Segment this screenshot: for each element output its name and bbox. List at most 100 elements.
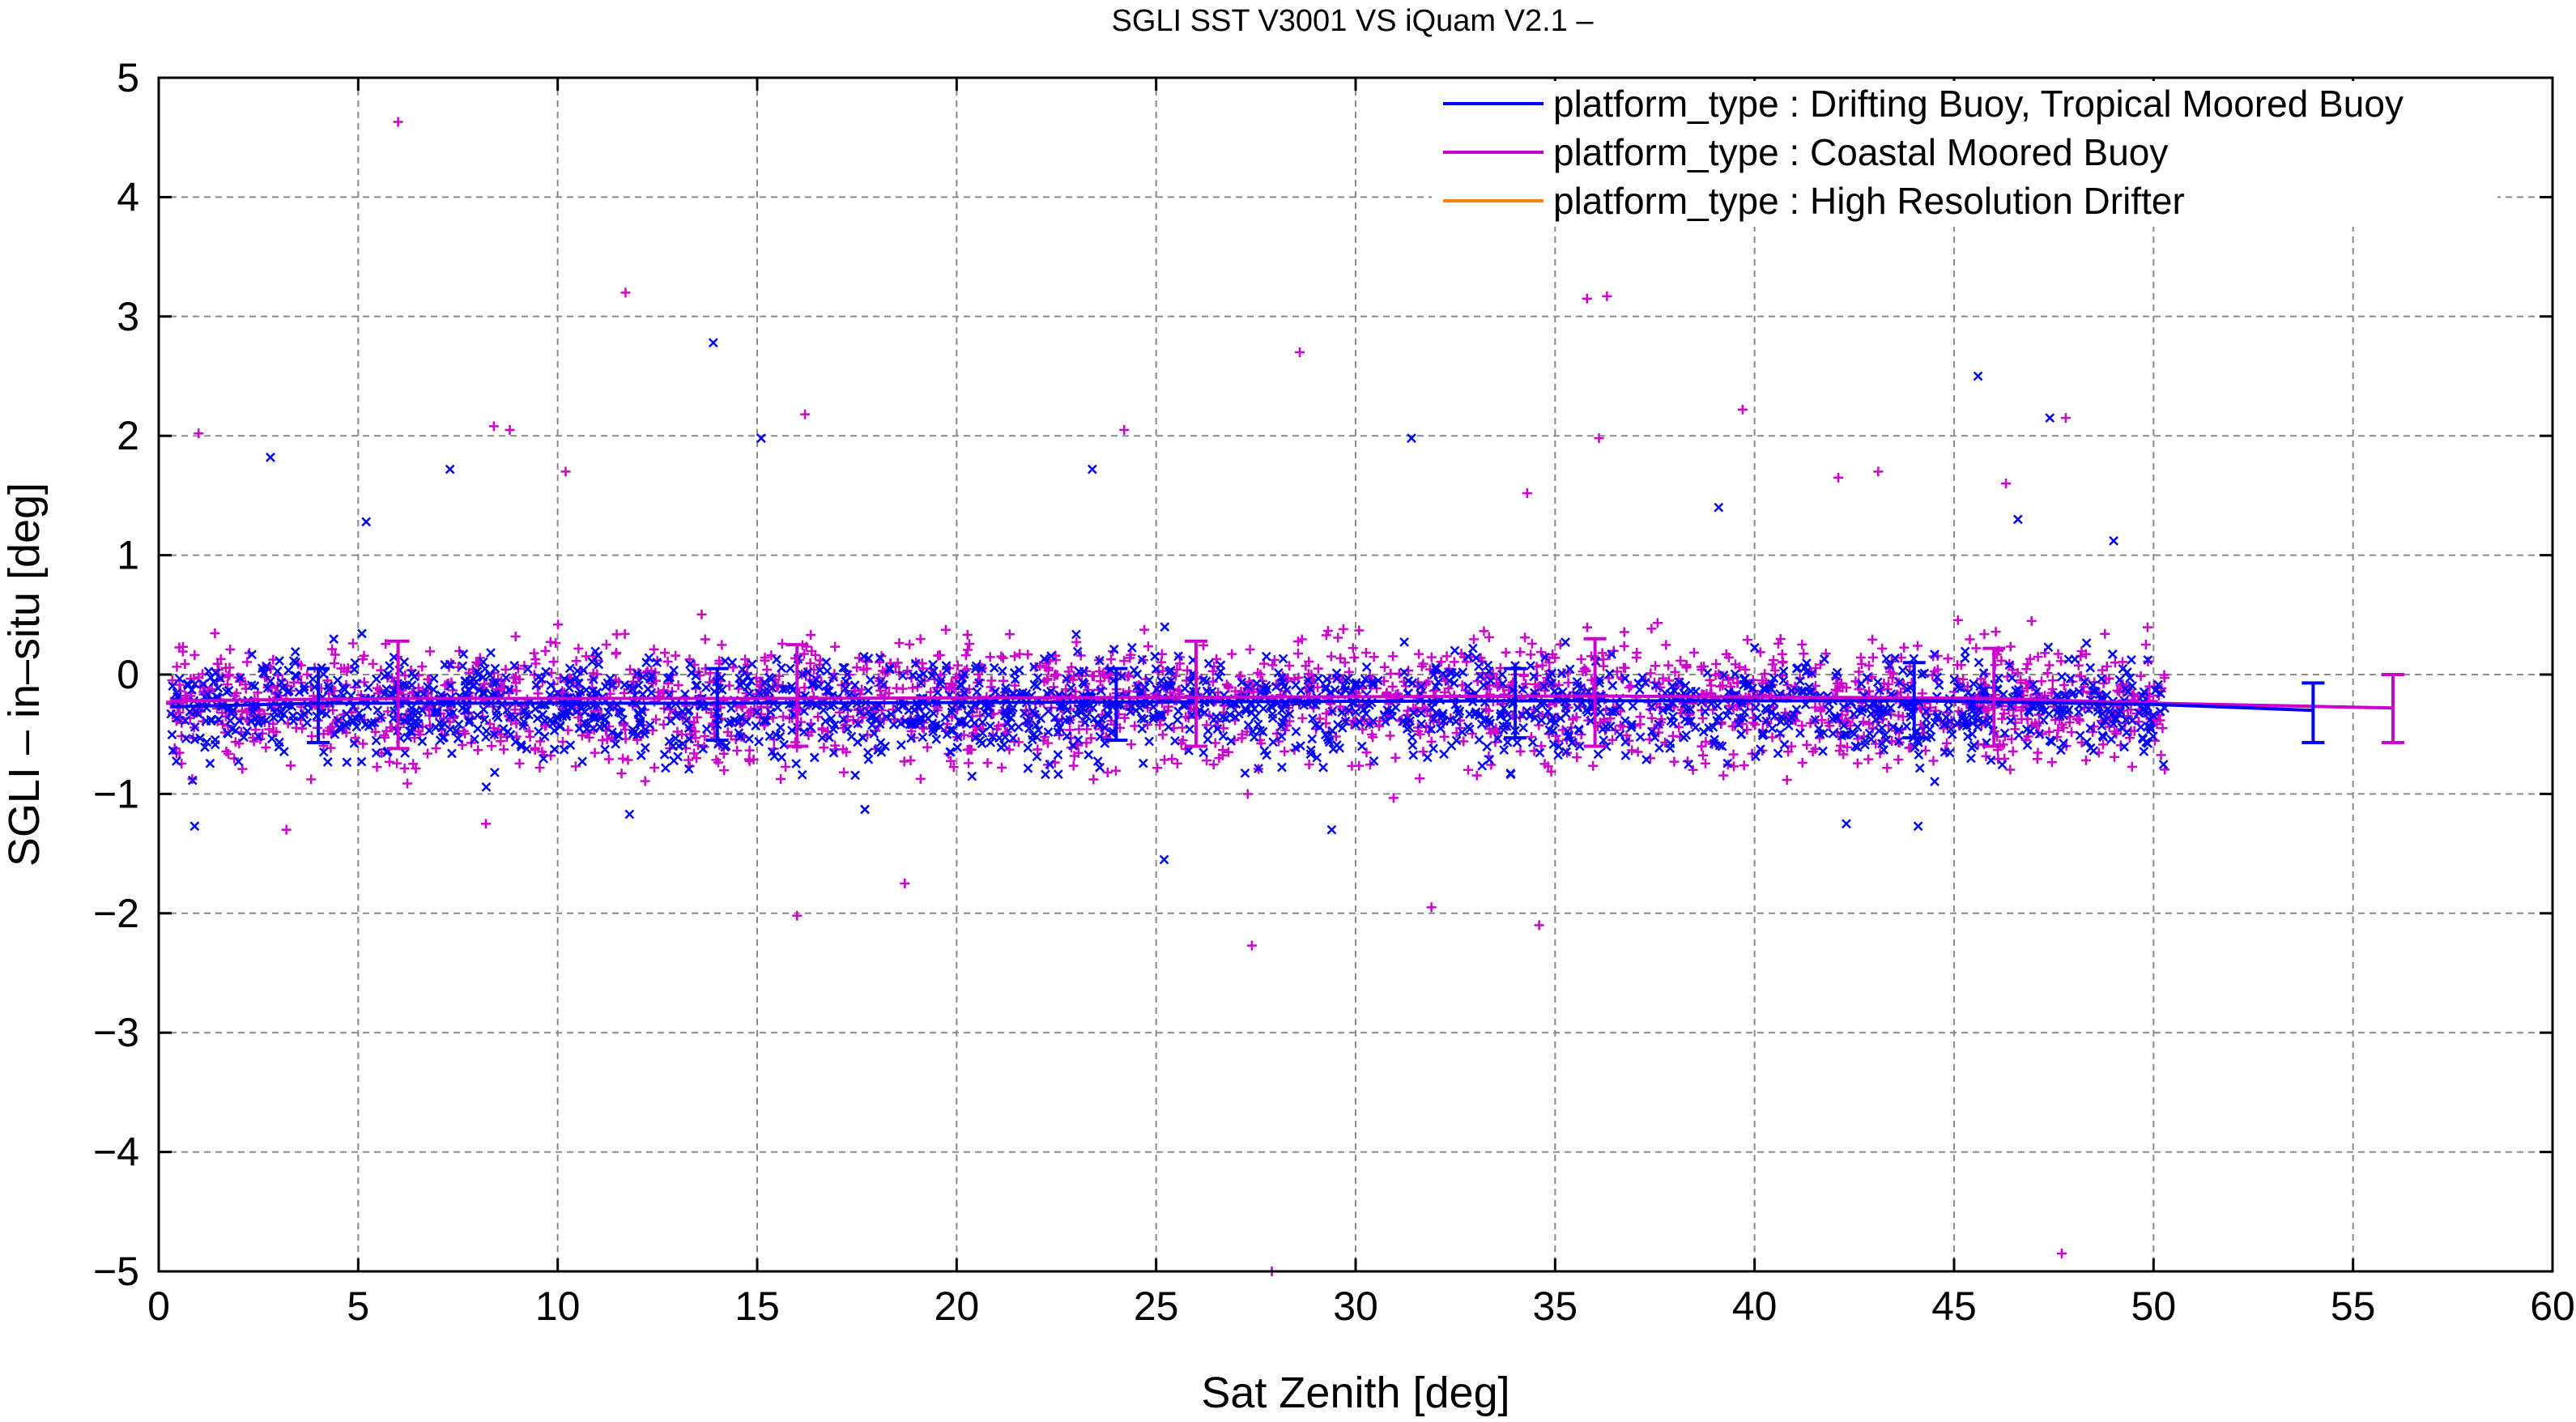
legend: platform_type : Drifting Buoy, Tropical … [1432, 81, 2497, 227]
scatter-point [2025, 654, 2035, 664]
scatter-point [1150, 651, 1160, 662]
scatter-point [2143, 656, 2153, 666]
scatter-point [1526, 661, 1535, 671]
scatter-point [1897, 666, 1908, 675]
scatter-point [1139, 624, 1150, 635]
scatter-point [1242, 789, 1253, 799]
scatter-point [1544, 658, 1555, 668]
scatter-point [1207, 666, 1218, 676]
scatter-point [1518, 670, 1529, 680]
scatter-point [342, 757, 352, 768]
scatter-point [797, 769, 807, 780]
scatter-point [640, 776, 650, 786]
x-tick-label: 0 [147, 1284, 170, 1329]
scatter-point [1782, 679, 1793, 690]
scatter-point [1974, 658, 1984, 668]
scatter-point [1361, 747, 1372, 758]
scatter-point [915, 773, 926, 784]
scatter-point [1619, 627, 1629, 637]
scatter-point [2060, 413, 2071, 424]
scatter-point [1338, 624, 1348, 634]
scatter-point [1304, 760, 1314, 770]
scatter-point [1246, 940, 1257, 951]
scatter-point [1436, 657, 1446, 667]
scatter-point [1863, 661, 1874, 671]
scatter-point [1388, 651, 1399, 662]
scatter-point [1635, 732, 1646, 743]
scatter-point [167, 675, 177, 686]
scatter-point [194, 428, 204, 439]
scatter-point [1595, 707, 1605, 717]
scatter-point [327, 644, 338, 654]
x-tick-label: 30 [1333, 1284, 1378, 1329]
scatter-point [2026, 615, 2037, 626]
scatter-point [1390, 752, 1401, 763]
scatter-point [977, 739, 987, 748]
scatter-point [2127, 655, 2136, 665]
scatter-point [1255, 669, 1266, 679]
scatter-point [1913, 821, 1923, 832]
scatter-point [1634, 684, 1645, 695]
scatter-point [1767, 723, 1778, 734]
scatter-point [2045, 413, 2055, 423]
y-tick-label: 4 [117, 174, 139, 219]
scatter-point [392, 758, 402, 768]
scatter-point [1537, 660, 1548, 671]
scatter-point [1526, 638, 1537, 649]
scatter-point [1204, 710, 1215, 721]
scatter-point [1714, 502, 1724, 513]
scatter-point [673, 680, 683, 691]
scatter-point [602, 734, 612, 744]
x-tick-label: 50 [2131, 1284, 2177, 1329]
y-tick-labels: 5 4 3 2 1 0 −1 −2 −3 −4 −5 [93, 55, 139, 1294]
scatter-point [1967, 743, 1977, 753]
x-tick-label: 20 [935, 1284, 980, 1329]
scatter-point [189, 649, 200, 660]
scatter-point [1468, 634, 1479, 645]
scatter-point [473, 745, 483, 756]
scatter-point [358, 739, 368, 749]
scatter-point [302, 669, 313, 679]
scatter-point [1536, 741, 1547, 751]
scatter-point [2033, 652, 2043, 662]
scatter-point [660, 763, 671, 773]
scatter-point [2139, 747, 2149, 756]
scatter-point [1691, 687, 1701, 696]
grid [159, 78, 2553, 1271]
scatter-point [2059, 680, 2069, 691]
scatter-point [1646, 668, 1656, 679]
scatter-point [791, 759, 802, 768]
scatter-point [1607, 734, 1618, 745]
y-tick-label: −1 [93, 771, 139, 816]
scatter-point [330, 649, 340, 660]
scatter-point [701, 724, 712, 734]
scatter-point [511, 686, 522, 696]
scatter-point [1899, 642, 1910, 653]
scatter-point [1474, 734, 1484, 745]
scatter-point [1914, 763, 1925, 773]
scatter-point [1932, 664, 1943, 675]
scatter-point [2022, 740, 2033, 750]
scatter-point [1157, 730, 1168, 740]
scatter-point [2075, 730, 2085, 741]
scatter-point [1119, 424, 1130, 435]
scatter-point [777, 662, 786, 673]
scatter-point [1170, 736, 1180, 746]
scatter-point [696, 609, 707, 619]
scatter-point [553, 619, 564, 630]
scatter-point [2115, 740, 2126, 751]
scatter-point [960, 650, 971, 661]
scatter-point [689, 748, 700, 759]
scatter-point [577, 756, 587, 767]
scatter-point [2106, 734, 2116, 744]
scatter-point [1515, 746, 1526, 756]
scatter-point [306, 731, 317, 742]
scatter-point [1422, 752, 1433, 763]
scatter-point [448, 713, 458, 723]
scatter-point [1385, 730, 1395, 741]
scatter-point [1965, 634, 1975, 645]
scatter-point [2085, 662, 2096, 673]
scatter-point [1418, 747, 1429, 757]
scatter-point [2080, 755, 2091, 765]
scatter-point [1675, 655, 1686, 666]
